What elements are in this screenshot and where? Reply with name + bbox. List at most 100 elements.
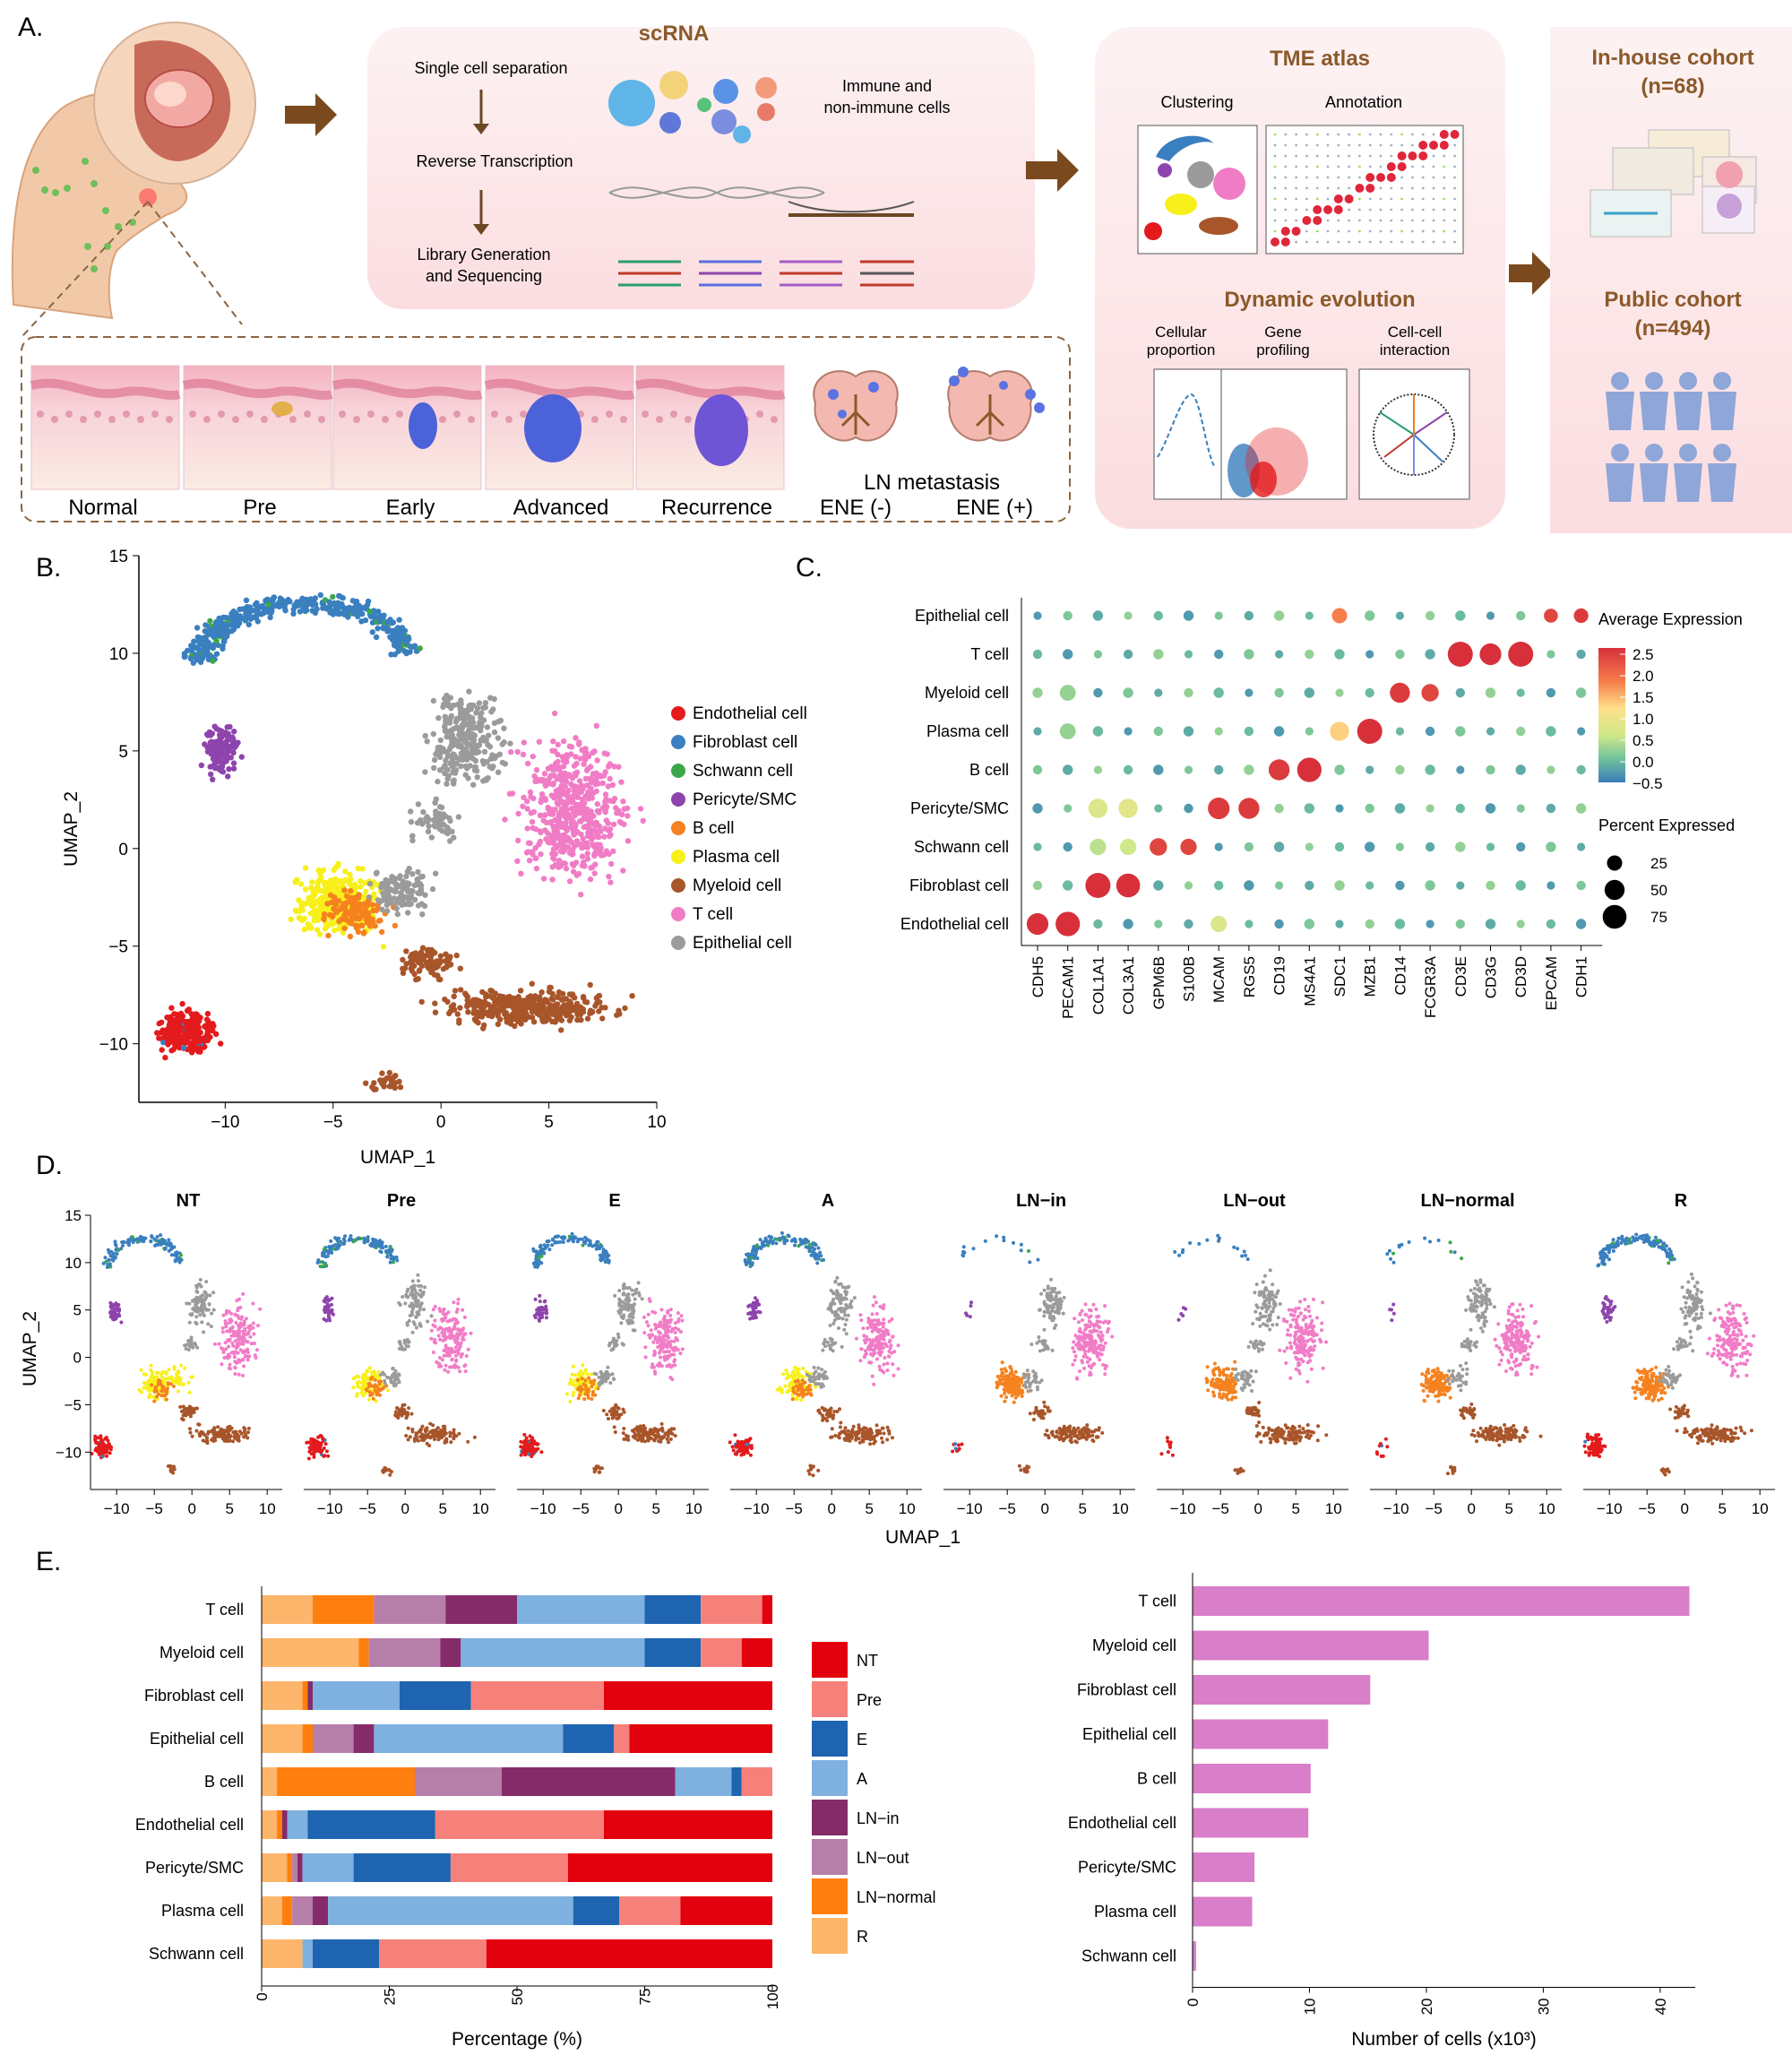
dotplot-dot (1214, 727, 1223, 736)
umap-point (181, 651, 187, 657)
umap-point (198, 659, 204, 665)
umap-point (454, 1310, 459, 1314)
umap-point (449, 1440, 453, 1445)
dotplot-dot (1210, 915, 1228, 933)
umap-point (458, 697, 464, 704)
umap-point (200, 1293, 204, 1298)
umap-point (425, 1426, 429, 1430)
umap-point (457, 965, 463, 971)
umap-point (431, 1351, 435, 1354)
umap-point (369, 1370, 374, 1375)
umap-point (142, 1236, 146, 1240)
umap-point (121, 1244, 125, 1248)
umap-point (437, 1361, 442, 1366)
umap-point (458, 1369, 462, 1374)
umap-point (397, 1373, 401, 1377)
facet-title: NT (177, 1191, 201, 1211)
umap-point (336, 1242, 340, 1247)
mini-dot (1337, 176, 1340, 179)
umap-point (487, 695, 494, 701)
mini-dot (1333, 205, 1343, 214)
umap-point (194, 625, 201, 631)
umap-point (201, 1431, 205, 1436)
dotplot-gene-label: MZB1 (1362, 956, 1379, 997)
umap-point (540, 1018, 547, 1024)
umap-point (417, 880, 423, 887)
umap-point (594, 801, 600, 807)
umap-point (323, 1255, 328, 1259)
umap-point (362, 605, 368, 611)
umap-point (267, 614, 273, 621)
mini-dot (1348, 186, 1350, 190)
umap-point (433, 1304, 437, 1308)
tissue-cell (289, 416, 297, 423)
umap-point (598, 828, 604, 834)
umap-point (210, 644, 216, 652)
umap-point (197, 635, 203, 641)
mini-dot (1284, 176, 1288, 179)
umap-point (364, 1239, 368, 1244)
umap-point (195, 1308, 200, 1312)
umap-point (560, 738, 567, 745)
umap-point (108, 1254, 113, 1258)
mini-dot (1432, 154, 1435, 158)
umap-point (168, 1464, 172, 1468)
umap-point (344, 893, 350, 899)
umap-point (357, 906, 363, 912)
umap-point (292, 879, 298, 885)
umap-point (378, 928, 385, 936)
dotplot-gene-label: COL1A1 (1090, 956, 1107, 1015)
umap-point (358, 913, 365, 920)
umap-point (214, 740, 220, 747)
umap-point (108, 1451, 112, 1455)
facet-x-tick-label: −10 (104, 1500, 130, 1517)
umap-point (366, 880, 374, 887)
mini-dot (1432, 176, 1435, 179)
umap-point (204, 650, 211, 657)
umap-point (378, 1388, 383, 1393)
umap-point (558, 833, 565, 839)
panel-label-b: B. (36, 553, 61, 583)
umap-point (453, 1317, 458, 1322)
umap-point (371, 612, 377, 618)
dotplot-dot (1516, 726, 1526, 737)
umap-point (369, 902, 376, 908)
umap-point (549, 876, 556, 883)
umap-point (567, 1000, 574, 1006)
umap-point (444, 1343, 448, 1348)
mini-dot (1348, 208, 1350, 212)
umap-point (560, 990, 566, 997)
lesion (524, 394, 582, 462)
umap-point (405, 910, 411, 916)
umap-point (357, 1375, 361, 1379)
umap-point (295, 602, 301, 609)
umap-point (536, 842, 542, 848)
umap-point (339, 916, 345, 922)
dotplot-dot (1573, 608, 1589, 624)
umap-point (180, 1045, 187, 1051)
y-tick-label: −5 (108, 938, 128, 957)
umap-point (415, 801, 422, 807)
umap-point (324, 1318, 329, 1323)
umap-point (397, 1411, 401, 1415)
umap-point (384, 908, 391, 914)
umap-point (137, 1388, 142, 1392)
umap-point (451, 993, 457, 1000)
umap-point (404, 1434, 409, 1438)
umap-point (232, 1355, 237, 1360)
umap-point (532, 778, 538, 784)
umap-point (228, 1362, 232, 1367)
umap-point (225, 1329, 229, 1334)
umap-point (321, 911, 328, 918)
dotplot-dot (1425, 649, 1435, 660)
umap-point (556, 814, 562, 820)
umap-point (349, 1234, 353, 1239)
umap-point (426, 1435, 431, 1439)
mini-dot (1432, 229, 1435, 233)
umap-point (202, 622, 209, 628)
umap-point (574, 842, 582, 848)
inhouse-title: In-house cohort (1591, 46, 1753, 70)
dotplot-dot (1304, 919, 1315, 929)
umap-point (237, 1306, 240, 1310)
